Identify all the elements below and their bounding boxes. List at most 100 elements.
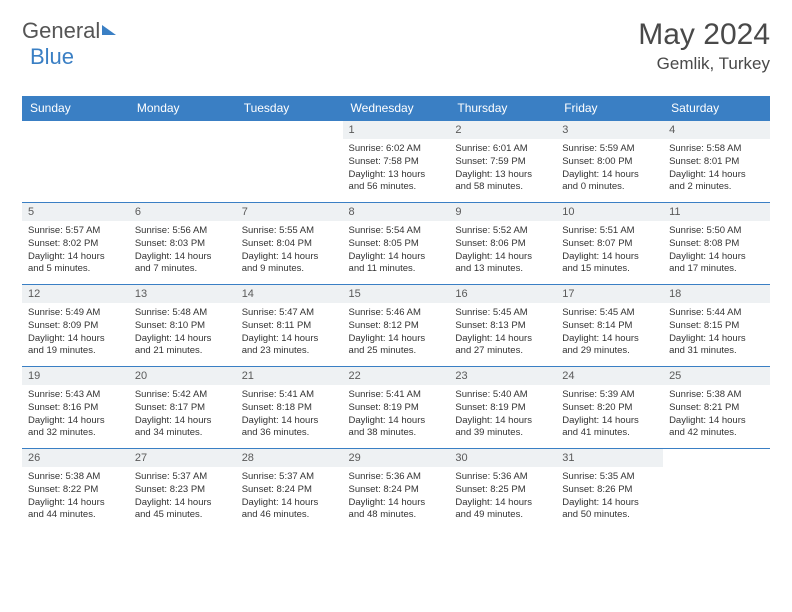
calendar-day-cell: 31Sunrise: 5:35 AMSunset: 8:26 PMDayligh…: [556, 449, 663, 531]
calendar-body: 1Sunrise: 6:02 AMSunset: 7:58 PMDaylight…: [22, 121, 770, 531]
sunset-text: Sunset: 8:08 PM: [669, 238, 764, 251]
daylight-text: Daylight: 14 hours and 19 minutes.: [28, 333, 123, 359]
calendar-day-cell: 1Sunrise: 6:02 AMSunset: 7:58 PMDaylight…: [343, 121, 450, 203]
sunrise-text: Sunrise: 5:42 AM: [135, 389, 230, 402]
sunset-text: Sunset: 8:24 PM: [349, 484, 444, 497]
day-details: Sunrise: 5:44 AMSunset: 8:15 PMDaylight:…: [663, 303, 770, 360]
day-number: 8: [343, 203, 450, 221]
logo-text-2: Blue: [30, 44, 74, 70]
logo: General: [22, 18, 116, 44]
day-details: Sunrise: 5:57 AMSunset: 8:02 PMDaylight:…: [22, 221, 129, 278]
daylight-text: Daylight: 13 hours and 56 minutes.: [349, 169, 444, 195]
daylight-text: Daylight: 14 hours and 31 minutes.: [669, 333, 764, 359]
calendar-day-cell: 27Sunrise: 5:37 AMSunset: 8:23 PMDayligh…: [129, 449, 236, 531]
sunrise-text: Sunrise: 5:38 AM: [28, 471, 123, 484]
day-number: 4: [663, 121, 770, 139]
calendar-day-cell: 24Sunrise: 5:39 AMSunset: 8:20 PMDayligh…: [556, 367, 663, 449]
day-header: Wednesday: [343, 96, 450, 121]
day-details: Sunrise: 5:45 AMSunset: 8:14 PMDaylight:…: [556, 303, 663, 360]
daylight-text: Daylight: 14 hours and 36 minutes.: [242, 415, 337, 441]
day-header: Thursday: [449, 96, 556, 121]
day-details: Sunrise: 5:36 AMSunset: 8:25 PMDaylight:…: [449, 467, 556, 524]
calendar-day-cell: 3Sunrise: 5:59 AMSunset: 8:00 PMDaylight…: [556, 121, 663, 203]
calendar-week-row: 5Sunrise: 5:57 AMSunset: 8:02 PMDaylight…: [22, 203, 770, 285]
sunset-text: Sunset: 8:26 PM: [562, 484, 657, 497]
calendar-header-row: SundayMondayTuesdayWednesdayThursdayFrid…: [22, 96, 770, 121]
day-number: 28: [236, 449, 343, 467]
day-number: 26: [22, 449, 129, 467]
sunset-text: Sunset: 8:24 PM: [242, 484, 337, 497]
day-details: Sunrise: 5:49 AMSunset: 8:09 PMDaylight:…: [22, 303, 129, 360]
day-details: Sunrise: 5:45 AMSunset: 8:13 PMDaylight:…: [449, 303, 556, 360]
sunrise-text: Sunrise: 5:56 AM: [135, 225, 230, 238]
day-number: 7: [236, 203, 343, 221]
sunrise-text: Sunrise: 5:47 AM: [242, 307, 337, 320]
calendar-day-cell: 11Sunrise: 5:50 AMSunset: 8:08 PMDayligh…: [663, 203, 770, 285]
daylight-text: Daylight: 14 hours and 48 minutes.: [349, 497, 444, 523]
day-header: Saturday: [663, 96, 770, 121]
daylight-text: Daylight: 14 hours and 38 minutes.: [349, 415, 444, 441]
sunrise-text: Sunrise: 5:45 AM: [455, 307, 550, 320]
sunset-text: Sunset: 8:03 PM: [135, 238, 230, 251]
day-details: Sunrise: 6:02 AMSunset: 7:58 PMDaylight:…: [343, 139, 450, 196]
sunrise-text: Sunrise: 5:50 AM: [669, 225, 764, 238]
calendar-day-cell: 29Sunrise: 5:36 AMSunset: 8:24 PMDayligh…: [343, 449, 450, 531]
day-details: Sunrise: 5:41 AMSunset: 8:19 PMDaylight:…: [343, 385, 450, 442]
sunrise-text: Sunrise: 5:48 AM: [135, 307, 230, 320]
sunset-text: Sunset: 8:23 PM: [135, 484, 230, 497]
sunset-text: Sunset: 8:09 PM: [28, 320, 123, 333]
sunset-text: Sunset: 8:18 PM: [242, 402, 337, 415]
sunset-text: Sunset: 8:13 PM: [455, 320, 550, 333]
sunset-text: Sunset: 8:00 PM: [562, 156, 657, 169]
daylight-text: Daylight: 14 hours and 45 minutes.: [135, 497, 230, 523]
sunrise-text: Sunrise: 5:36 AM: [349, 471, 444, 484]
calendar-day-cell: 16Sunrise: 5:45 AMSunset: 8:13 PMDayligh…: [449, 285, 556, 367]
calendar-day-cell: 19Sunrise: 5:43 AMSunset: 8:16 PMDayligh…: [22, 367, 129, 449]
day-header: Monday: [129, 96, 236, 121]
calendar-day-cell: 13Sunrise: 5:48 AMSunset: 8:10 PMDayligh…: [129, 285, 236, 367]
sunset-text: Sunset: 8:16 PM: [28, 402, 123, 415]
day-number: 30: [449, 449, 556, 467]
sunrise-text: Sunrise: 5:36 AM: [455, 471, 550, 484]
day-number: 22: [343, 367, 450, 385]
daylight-text: Daylight: 14 hours and 5 minutes.: [28, 251, 123, 277]
sunrise-text: Sunrise: 5:38 AM: [669, 389, 764, 402]
calendar-day-cell: 25Sunrise: 5:38 AMSunset: 8:21 PMDayligh…: [663, 367, 770, 449]
day-number: 5: [22, 203, 129, 221]
day-details: Sunrise: 5:35 AMSunset: 8:26 PMDaylight:…: [556, 467, 663, 524]
daylight-text: Daylight: 14 hours and 41 minutes.: [562, 415, 657, 441]
day-details: Sunrise: 5:50 AMSunset: 8:08 PMDaylight:…: [663, 221, 770, 278]
sunset-text: Sunset: 8:07 PM: [562, 238, 657, 251]
day-number: 21: [236, 367, 343, 385]
calendar-day-cell: 7Sunrise: 5:55 AMSunset: 8:04 PMDaylight…: [236, 203, 343, 285]
day-details: Sunrise: 5:37 AMSunset: 8:23 PMDaylight:…: [129, 467, 236, 524]
sunset-text: Sunset: 8:14 PM: [562, 320, 657, 333]
day-details: Sunrise: 5:42 AMSunset: 8:17 PMDaylight:…: [129, 385, 236, 442]
day-details: Sunrise: 5:59 AMSunset: 8:00 PMDaylight:…: [556, 139, 663, 196]
day-number: 17: [556, 285, 663, 303]
calendar-day-cell: 17Sunrise: 5:45 AMSunset: 8:14 PMDayligh…: [556, 285, 663, 367]
daylight-text: Daylight: 14 hours and 21 minutes.: [135, 333, 230, 359]
day-details: Sunrise: 6:01 AMSunset: 7:59 PMDaylight:…: [449, 139, 556, 196]
day-details: Sunrise: 5:46 AMSunset: 8:12 PMDaylight:…: [343, 303, 450, 360]
sunset-text: Sunset: 8:25 PM: [455, 484, 550, 497]
daylight-text: Daylight: 14 hours and 23 minutes.: [242, 333, 337, 359]
daylight-text: Daylight: 14 hours and 49 minutes.: [455, 497, 550, 523]
sunrise-text: Sunrise: 5:37 AM: [242, 471, 337, 484]
sunset-text: Sunset: 8:17 PM: [135, 402, 230, 415]
day-number: 1: [343, 121, 450, 139]
sunrise-text: Sunrise: 5:41 AM: [349, 389, 444, 402]
sunset-text: Sunset: 7:59 PM: [455, 156, 550, 169]
sunset-text: Sunset: 8:20 PM: [562, 402, 657, 415]
daylight-text: Daylight: 14 hours and 9 minutes.: [242, 251, 337, 277]
daylight-text: Daylight: 14 hours and 46 minutes.: [242, 497, 337, 523]
calendar-day-cell: [22, 121, 129, 203]
calendar-day-cell: [129, 121, 236, 203]
header: General May 2024 Gemlik, Turkey: [22, 18, 770, 74]
day-number: 13: [129, 285, 236, 303]
sunset-text: Sunset: 8:22 PM: [28, 484, 123, 497]
day-details: Sunrise: 5:58 AMSunset: 8:01 PMDaylight:…: [663, 139, 770, 196]
sunrise-text: Sunrise: 5:57 AM: [28, 225, 123, 238]
calendar-day-cell: 21Sunrise: 5:41 AMSunset: 8:18 PMDayligh…: [236, 367, 343, 449]
calendar-day-cell: 22Sunrise: 5:41 AMSunset: 8:19 PMDayligh…: [343, 367, 450, 449]
